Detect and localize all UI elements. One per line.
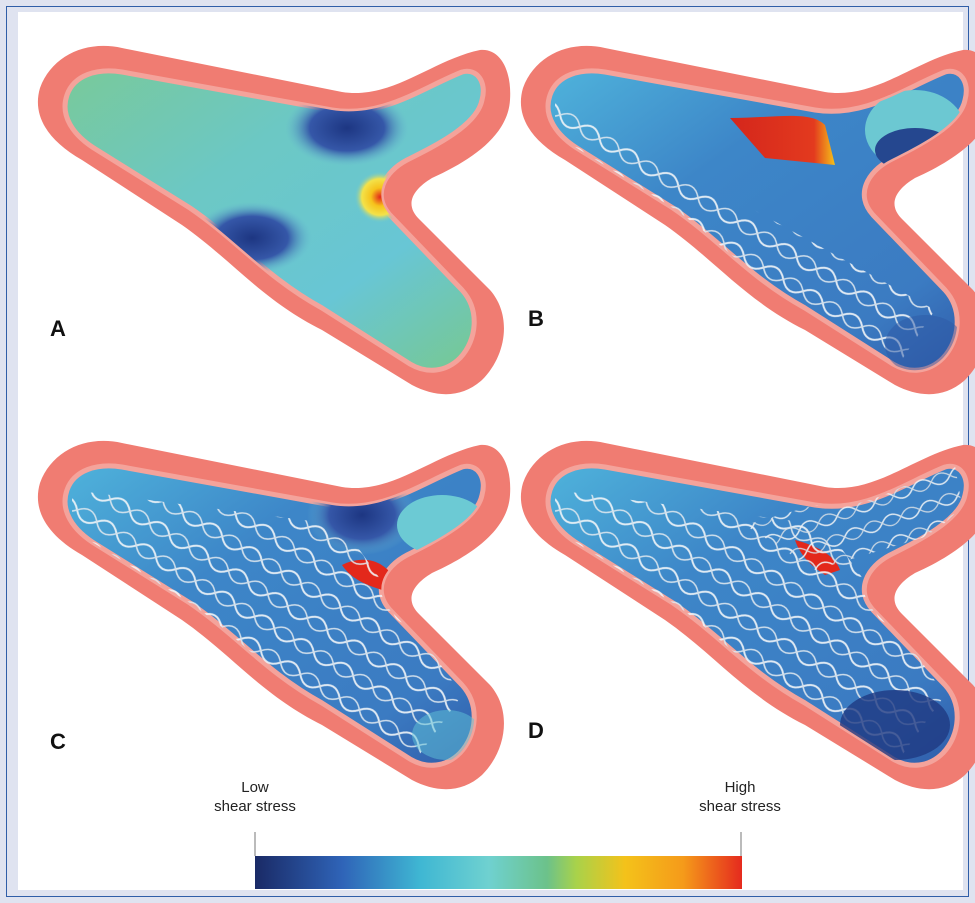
- high-shear-line2: shear stress: [699, 798, 781, 815]
- panel-b-vessel: [520, 45, 975, 395]
- panel-d-vessel: [520, 440, 975, 790]
- panel-a-vessel: [37, 45, 511, 395]
- low-shear-line1: Low: [241, 779, 269, 796]
- high-shear-line1: High: [724, 779, 756, 796]
- panel-label-a: A: [50, 316, 66, 341]
- panel-label-d: D: [528, 718, 544, 743]
- shear-stress-scale-bar: [255, 856, 742, 889]
- panel-c-vessel: [37, 440, 511, 790]
- panel-label-b: B: [528, 306, 544, 331]
- panel-label-c: C: [50, 729, 66, 754]
- high-shear-label: High shear stress: [675, 778, 805, 816]
- low-shear-line2: shear stress: [214, 798, 296, 815]
- low-shear-label: Low shear stress: [190, 778, 320, 816]
